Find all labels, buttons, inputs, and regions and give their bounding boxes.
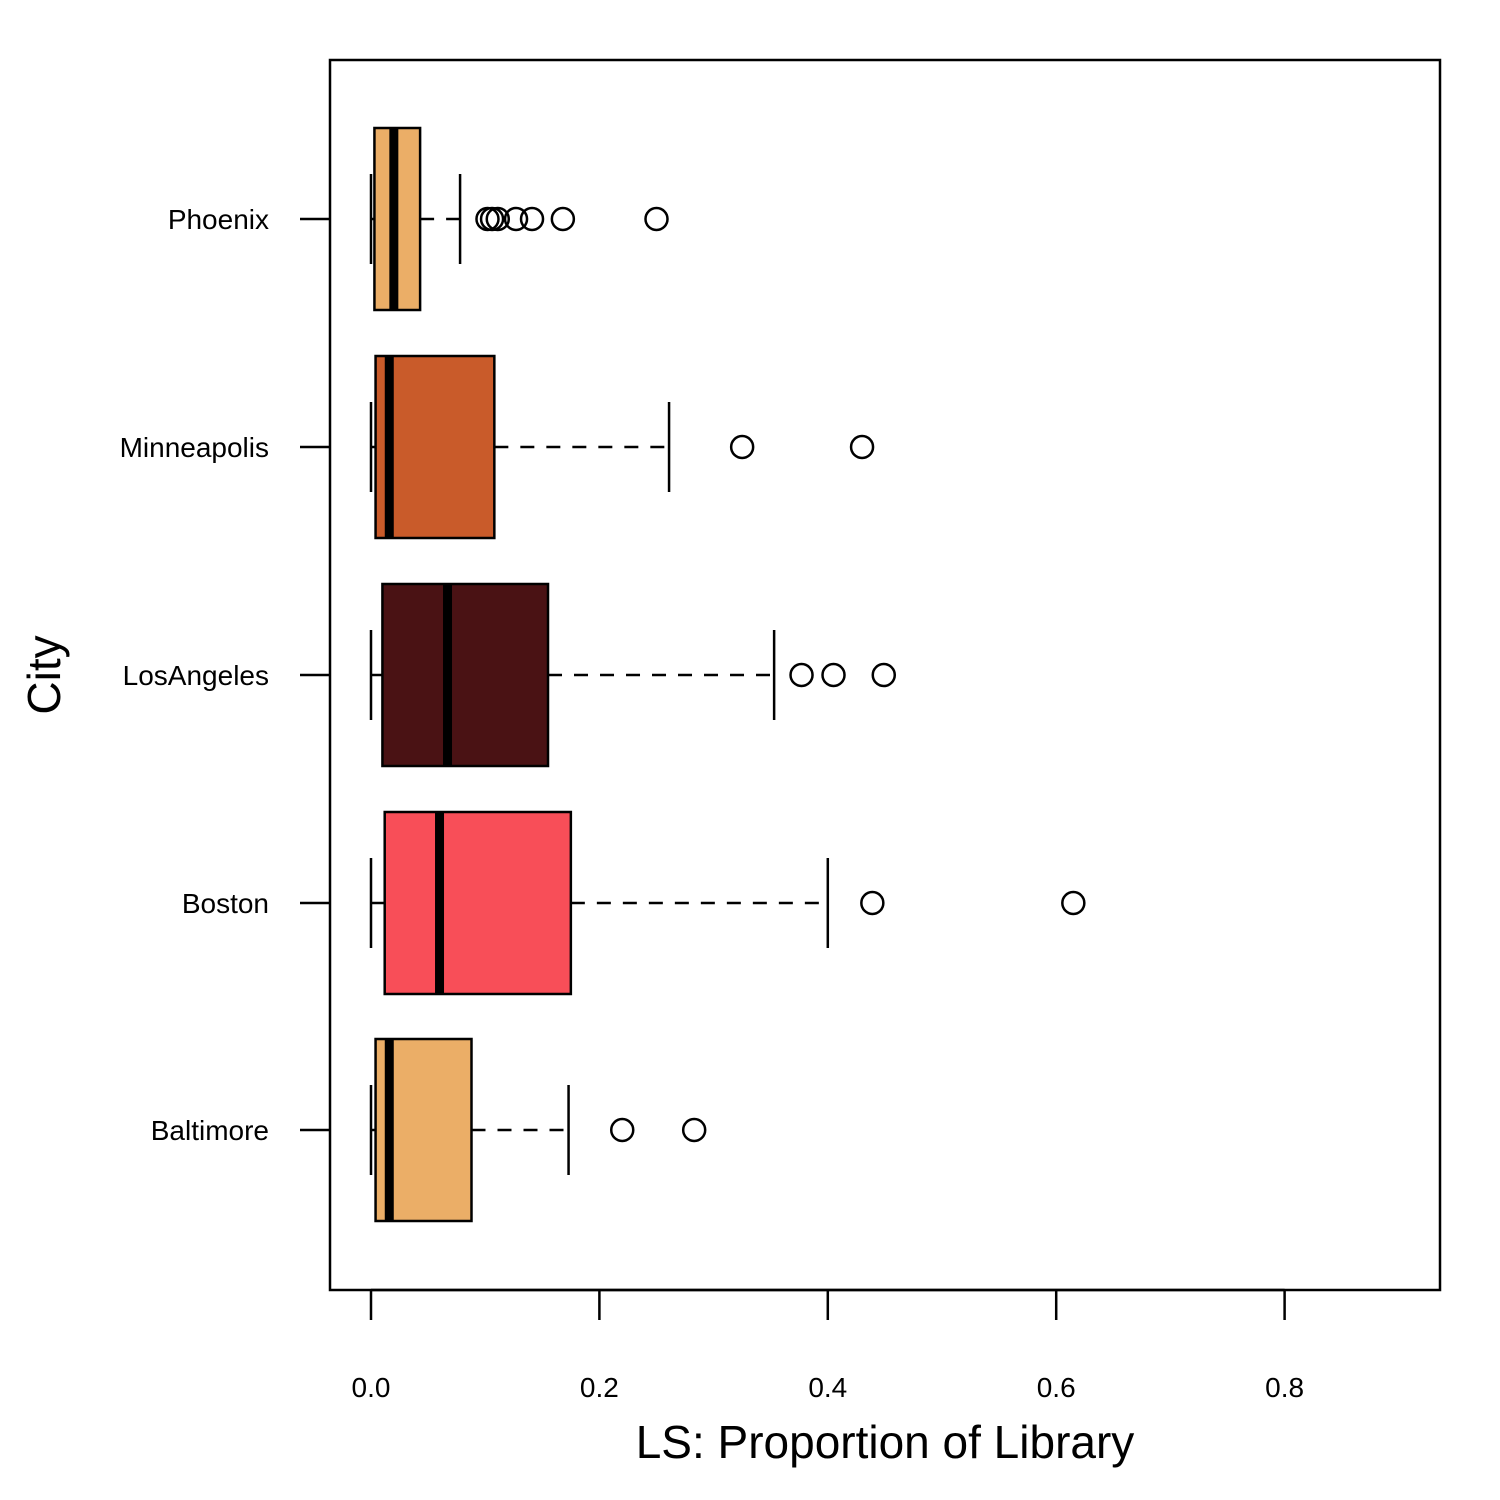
x-tick-label: 0.8 [1265,1372,1304,1403]
outlier-point [644,206,669,232]
box-group-minneapolis [369,354,875,540]
y-axis: Phoenix Minneapolis LosAngeles Boston Baltim… [120,204,330,1146]
box-group-phoenix [369,126,669,312]
y-tick-label: Boston [182,888,269,919]
box-group-losangeles [369,582,897,768]
y-tick-label: Baltimore [151,1115,269,1146]
box-iqr [383,810,573,996]
outlier-point [860,890,885,916]
outlier-point [871,662,897,688]
outlier-point [550,206,576,232]
plot-area [369,126,1086,1223]
x-axis: 0.0 0.2 0.4 0.6 0.8 [352,1288,1304,1403]
box-iqr [374,354,496,540]
box-group-baltimore [369,1037,707,1223]
x-axis-title: LS: Proportion of Library [636,1416,1135,1468]
box-group-boston [369,810,1086,996]
y-axis-title: City [18,635,70,714]
outlier-point [503,206,529,232]
box-iqr [381,582,550,768]
outlier-point [519,206,545,232]
outlier-point [1061,890,1086,916]
outlier-point [479,206,505,232]
outlier-point [729,434,755,460]
outlier-point [485,206,511,232]
outlier-point [821,662,846,688]
outlier-point [789,662,814,688]
y-tick-label: Phoenix [168,204,269,235]
outlier-point [849,434,875,460]
x-tick-label: 0.4 [808,1372,847,1403]
x-tick-label: 0.2 [580,1372,619,1403]
outlier-point [681,1117,707,1143]
y-tick-label: LosAngeles [123,660,269,691]
y-tick-label: Minneapolis [120,432,269,463]
x-tick-label: 0.0 [352,1372,391,1403]
x-tick-label: 0.6 [1037,1372,1076,1403]
outlier-point [609,1117,635,1143]
